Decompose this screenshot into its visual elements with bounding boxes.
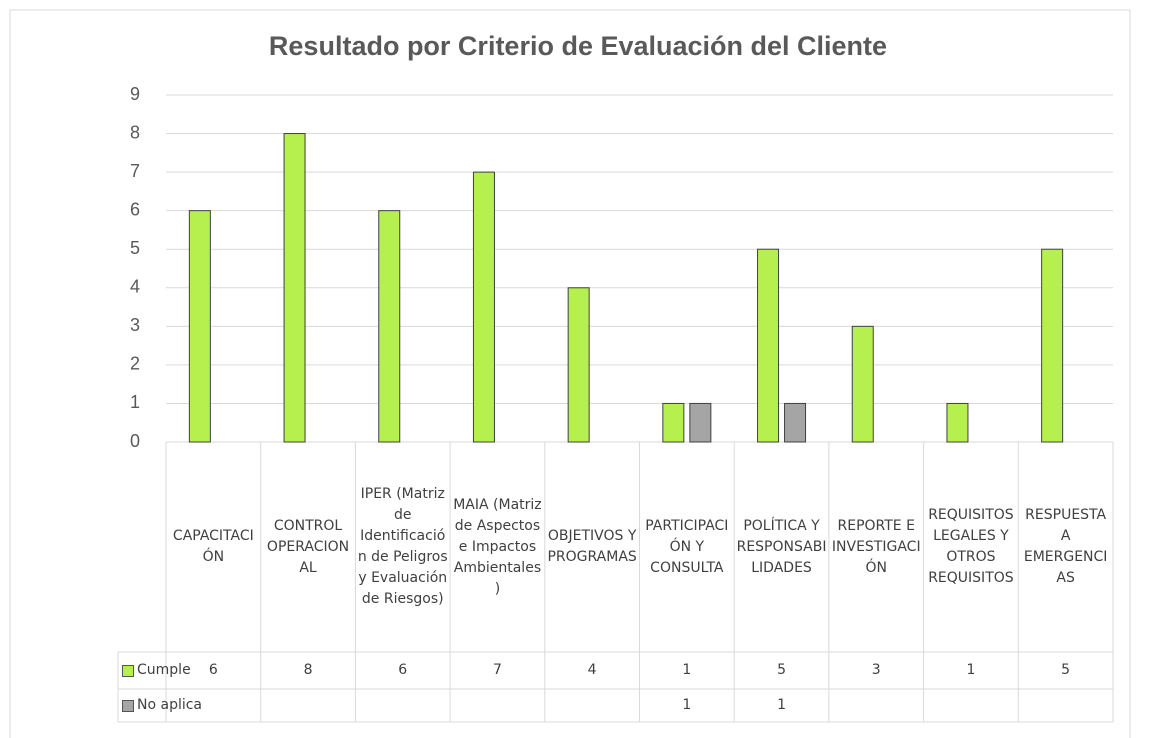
table-value: 6	[208, 662, 218, 678]
legend-key	[122, 664, 134, 677]
y-tick-label: 5	[130, 238, 140, 258]
table-value: 1	[966, 662, 976, 678]
y-tick-label: 6	[130, 199, 140, 219]
category-label: POLÍTICA Y RESPONSABILIDADES	[736, 517, 827, 576]
legend-entry: No aplica	[118, 689, 202, 722]
y-tick-label: 2	[130, 354, 140, 374]
y-tick-label: 0	[130, 431, 140, 451]
bar	[188, 210, 211, 443]
category-label: CONTROL OPERACIONAL	[266, 517, 350, 576]
legend-label: Cumple	[137, 662, 191, 678]
table-value: 4	[587, 662, 597, 678]
category-label: RESPUESTA A EMERGENCIAS	[1023, 507, 1108, 586]
bar	[757, 248, 780, 443]
y-tick-label: 3	[130, 315, 140, 335]
chart-title: Resultado por Criterio de Evaluación del…	[269, 31, 887, 61]
category-label: REPORTE E INVESTIGACIÓN	[831, 517, 921, 576]
table-value: 5	[777, 662, 786, 678]
table-value: 1	[682, 662, 692, 678]
legend-entry: Cumple	[118, 652, 191, 689]
y-tick-label: 4	[130, 277, 140, 297]
y-tick-label: 7	[130, 161, 140, 181]
table-value: 8	[303, 662, 313, 678]
legend-key	[122, 699, 134, 712]
category-label: REQUISITOS LEGALES Y OTROS REQUISITOS	[928, 507, 1014, 586]
category-label: CAPACITACIÓN	[172, 528, 254, 565]
category-label: MAIA (Matriz de Aspectos e Impactos Ambi…	[453, 496, 542, 597]
bar	[662, 402, 685, 443]
table-value: 1	[682, 697, 692, 713]
bar	[472, 171, 495, 443]
bar	[689, 402, 712, 443]
y-tick-label: 9	[130, 84, 140, 104]
bar	[1041, 248, 1064, 443]
table-value: 1	[777, 697, 786, 713]
bar	[784, 402, 807, 443]
category-label: IPER (Matriz de Identificación de Peligr…	[357, 486, 448, 607]
category-label: PARTICIPACIÓN Y CONSULTA	[645, 517, 729, 576]
bar	[378, 210, 401, 443]
bar	[283, 133, 306, 443]
y-tick-label: 1	[130, 392, 140, 412]
bar	[946, 402, 969, 443]
bar	[851, 325, 874, 443]
category-label: OBJETIVOS Y PROGRAMAS	[547, 528, 637, 565]
table-value: 6	[398, 662, 408, 678]
y-tick-label: 8	[130, 122, 140, 142]
table-value: 7	[492, 662, 502, 678]
legend-label: No aplica	[137, 697, 203, 713]
table-value: 5	[1061, 662, 1071, 678]
bar	[567, 287, 590, 443]
table-value: 3	[871, 662, 881, 678]
